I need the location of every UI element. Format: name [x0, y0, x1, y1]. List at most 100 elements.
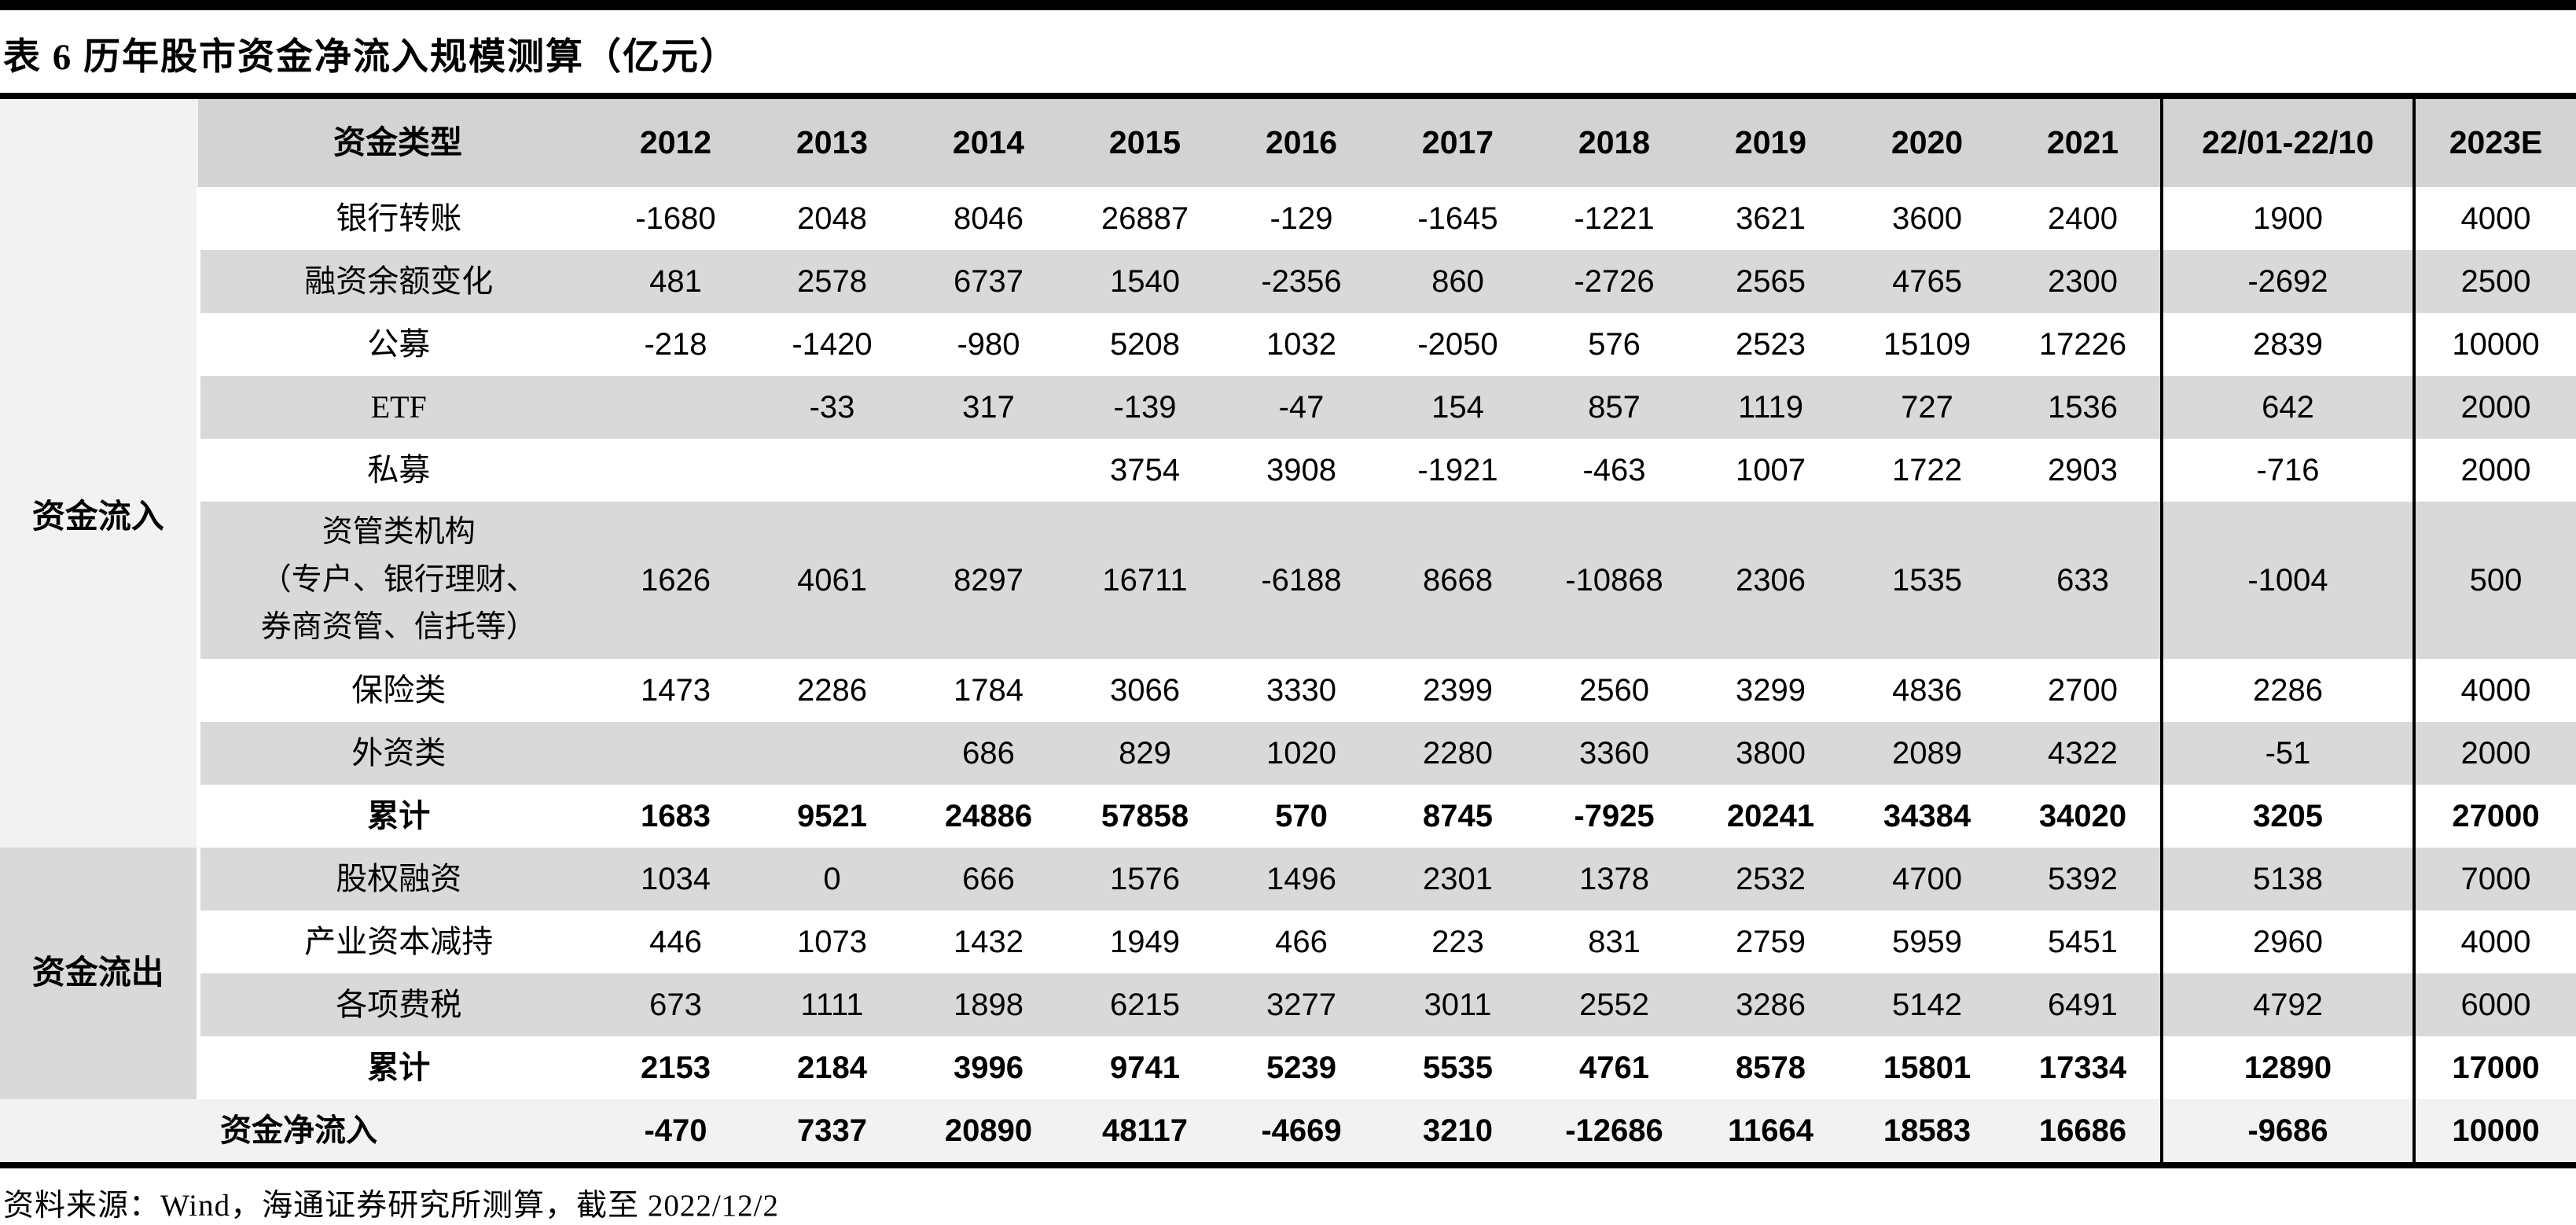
value-cell: 3011: [1380, 973, 1536, 1036]
value-cell: 1119: [1692, 376, 1849, 439]
value-cell: -1221: [1574, 201, 1655, 236]
value-cell: 686: [910, 722, 1067, 785]
value-cell: 3299: [1736, 673, 1806, 708]
value-cell: [754, 439, 910, 502]
value-cell: 2903: [2048, 453, 2118, 487]
value-cell: 3754: [1110, 453, 1180, 487]
value-cell: 3800: [1692, 722, 1849, 785]
table-row: 资金流出 股权融资 1034 0 666 1576 1496 2301 1378 2532 4700…: [0, 848, 2576, 1099]
row-label: 私募: [367, 452, 431, 487]
table-row: 私募 3754 3908 -1921 -463 1007 1722 2903 -716 2000: [0, 439, 2576, 502]
value-cell: 1032: [1266, 327, 1336, 362]
table-row: 资管类机构 （专户、银行理财、 券商资管、信托等） 1626 4061 8297 16711…: [0, 502, 2576, 659]
value-cell: 5392: [2005, 848, 2162, 910]
row-label: 股权融资: [198, 848, 597, 910]
value-cell: 1111: [754, 973, 910, 1036]
corner-cell: [0, 96, 198, 187]
value-cell: 1473: [641, 673, 711, 708]
value-cell: 1020: [1223, 722, 1380, 785]
value-cell: 12890: [2160, 1036, 2414, 1099]
value-cell: 6000: [2412, 973, 2576, 1036]
value-cell: 20241: [1726, 799, 1815, 833]
value-cell: 2000: [2412, 376, 2576, 439]
row-label: 产业资本减持: [304, 924, 494, 959]
value-cell: [597, 376, 754, 439]
value-cell: -47: [1223, 376, 1380, 439]
value-cell: 7337: [754, 1099, 910, 1165]
row-label: 融资余额变化: [198, 250, 597, 313]
value-cell: 500: [2412, 502, 2576, 659]
value-cell: 2500: [2412, 250, 2576, 313]
table-row: 保险类 1473 2286 1784 3066 3330 2399 2560 3299 4836 2…: [0, 659, 2576, 722]
estimate-header: 2023E: [2412, 96, 2576, 187]
value-cell: 1496: [1223, 848, 1380, 910]
value-cell: 3621: [1736, 201, 1806, 236]
value-cell: 3066: [1110, 673, 1180, 708]
value-cell: 727: [1849, 376, 2005, 439]
value-cell: 1540: [1067, 250, 1223, 313]
value-cell: -1645: [1417, 201, 1498, 236]
value-cell: 3286: [1692, 973, 1849, 1036]
value-cell: 27000: [2412, 785, 2576, 848]
value-cell: 5535: [1423, 1050, 1493, 1085]
value-cell: -1921: [1417, 453, 1498, 487]
value-cell: 2286: [2160, 659, 2414, 722]
table-row: 融资余额变化 481 2578 6737 1540 -2356 860 -2726 2565 47…: [0, 250, 2576, 313]
table-row: 公募 -218 -1420 -980 5208 1032 -2050 576 2523 15109…: [0, 313, 2576, 376]
page-title: 表 6 历年股市资金净流入规模测算（亿元）: [3, 37, 738, 78]
year-header: 2015: [1067, 96, 1223, 187]
value-cell: 16711: [1067, 502, 1223, 659]
net-row-label: 资金净流入: [0, 1099, 597, 1165]
value-cell: 2700: [2048, 673, 2118, 708]
value-cell: 3996: [954, 1050, 1023, 1085]
value-cell: 154: [1380, 376, 1536, 439]
value-cell: 666: [910, 848, 1067, 910]
value-cell: 1900: [2160, 187, 2414, 250]
value-cell: 10000: [2412, 313, 2576, 376]
value-cell: 15109: [1883, 327, 1972, 362]
value-cell: 1683: [641, 799, 711, 833]
value-cell: 2300: [2005, 250, 2162, 313]
value-cell: 1378: [1536, 848, 1692, 910]
value-cell: 20890: [910, 1099, 1067, 1165]
value-cell: 11664: [1692, 1099, 1849, 1165]
table-row: 外资类 686 829 1020 2280 3360 3800 2089 4322 -51 2000: [0, 722, 2576, 785]
table-row: 累计 2153 2184 3996 9741 5239 5535 4761 8578 15801 1…: [0, 1036, 2576, 1099]
value-cell: 57858: [1101, 799, 1189, 833]
value-cell: 1898: [910, 973, 1067, 1036]
value-cell: 2301: [1380, 848, 1536, 910]
value-cell: 7000: [2412, 848, 2576, 910]
row-label: 各项费税: [198, 973, 597, 1036]
value-cell: 2306: [1692, 502, 1849, 659]
value-cell: 2565: [1692, 250, 1849, 313]
value-cell: 2000: [2412, 722, 2576, 785]
value-cell: 2184: [797, 1050, 867, 1085]
value-cell: 2578: [754, 250, 910, 313]
value-cell: -2692: [2160, 250, 2414, 313]
value-cell: 829: [1067, 722, 1223, 785]
table-row: 各项费税 673 1111 1898 6215 3277 3011 2552 3286 5142 6…: [0, 973, 2576, 1036]
value-cell: 1784: [954, 673, 1023, 708]
value-cell: -51: [2160, 722, 2414, 785]
row-label: 公募: [367, 326, 431, 362]
value-cell: 1949: [1110, 925, 1180, 959]
value-cell: 1007: [1736, 453, 1806, 487]
value-cell: 1073: [797, 925, 867, 959]
value-cell: 3210: [1380, 1099, 1536, 1165]
value-cell: 4000: [2412, 659, 2576, 722]
value-cell: 1722: [1892, 453, 1962, 487]
capital-flow-table: 资金类型 2012 2013 2014 2015 2016 2017 2018 2019 202…: [0, 93, 2576, 1168]
row-label: 累计: [367, 1050, 431, 1085]
value-cell: 3277: [1223, 973, 1380, 1036]
row-label: 保险类: [351, 672, 446, 708]
row-label: ETF: [198, 376, 597, 439]
value-cell: 8297: [910, 502, 1067, 659]
value-cell: [910, 439, 1067, 502]
table-row: 产业资本减持 446 1073 1432 1949 466 223 831 2759 5959 54…: [0, 910, 2576, 973]
value-cell: 5959: [1892, 925, 1962, 959]
value-cell: 1034: [597, 848, 754, 910]
value-cell: -1004: [2160, 502, 2414, 659]
value-cell: -2356: [1223, 250, 1380, 313]
row-label: 资管类机构 （专户、银行理财、 券商资管、信托等）: [198, 502, 597, 659]
value-cell: 1576: [1067, 848, 1223, 910]
